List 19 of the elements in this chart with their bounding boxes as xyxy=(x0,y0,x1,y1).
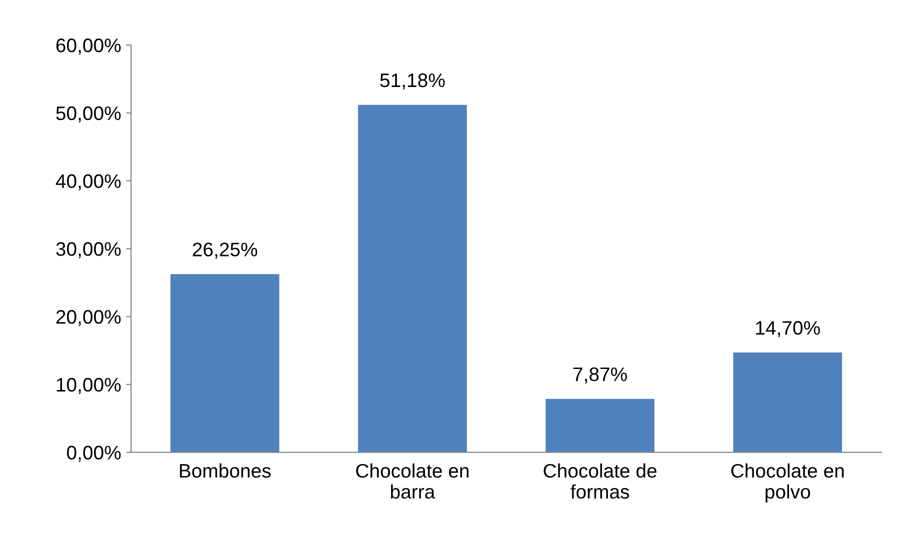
bar xyxy=(170,274,280,452)
y-tick-label: 0,00% xyxy=(66,446,121,462)
x-tick-label: Bombones xyxy=(180,463,271,478)
bar xyxy=(358,104,467,452)
x-tick-label: Chocolate en barra xyxy=(356,463,468,499)
data-label: 51,18% xyxy=(380,73,445,90)
y-tick-label: 40,00% xyxy=(56,174,121,190)
y-tick-label: 60,00% xyxy=(56,38,121,55)
bar xyxy=(546,398,654,452)
y-tick-label: 20,00% xyxy=(56,310,121,326)
y-tick-label: 50,00% xyxy=(56,106,121,122)
y-tick-label: 30,00% xyxy=(56,242,121,258)
data-label: 26,25% xyxy=(192,242,258,259)
y-tick-label: 10,00% xyxy=(56,378,121,394)
x-tick-label: Chocolate en polvo xyxy=(731,463,844,502)
data-label: 14,70% xyxy=(756,321,820,338)
data-label: 7,87% xyxy=(573,367,627,384)
bar xyxy=(733,352,842,452)
x-tick-label: Chocolate de formas xyxy=(544,463,656,499)
